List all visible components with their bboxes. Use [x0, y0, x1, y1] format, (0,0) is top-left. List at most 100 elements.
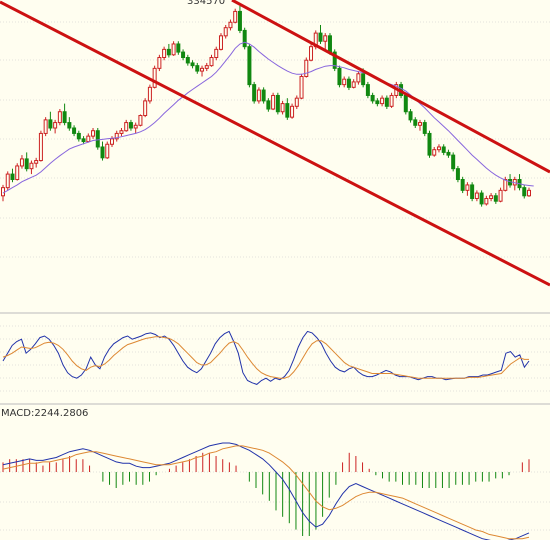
candle-up	[86, 135, 91, 143]
candle-up	[209, 57, 214, 67]
candle-up	[157, 57, 162, 69]
candle-up	[436, 146, 441, 151]
candle-up	[309, 46, 314, 61]
candle-up	[204, 65, 209, 69]
candle-up	[162, 48, 167, 59]
candle-down	[266, 100, 271, 110]
candle-down	[67, 122, 72, 129]
candle-down	[62, 111, 67, 124]
candle-down	[48, 119, 53, 129]
kd-d-line	[2, 336, 529, 379]
candle-up	[34, 160, 39, 164]
candle-up	[57, 111, 62, 124]
candle-down	[318, 32, 323, 42]
candle-up	[323, 35, 328, 42]
candle-down	[370, 94, 375, 102]
candle-up	[489, 195, 494, 199]
candle-down	[460, 179, 465, 191]
candle-down	[176, 43, 181, 53]
candle-down	[95, 130, 100, 148]
candle-up	[304, 59, 309, 77]
candle-down	[413, 119, 418, 126]
candle-up	[214, 48, 219, 59]
candle-down	[237, 10, 242, 31]
candle-down	[337, 67, 342, 86]
macd-value-label: MACD:2244.2806	[1, 408, 88, 419]
candle-up	[124, 122, 129, 132]
candle-down	[384, 97, 389, 107]
candle-up	[1, 187, 5, 197]
candle-up	[356, 73, 361, 83]
candle-down	[365, 84, 370, 96]
candle-down	[522, 187, 527, 197]
candle-up	[109, 138, 114, 145]
candle-down	[493, 195, 498, 202]
candle-down	[451, 154, 456, 170]
candle-down	[72, 127, 77, 134]
candle-up	[527, 189, 531, 197]
candle-up	[380, 97, 385, 105]
candle-down	[10, 173, 15, 181]
candle-down	[446, 151, 451, 156]
candle-up	[228, 21, 233, 29]
candle-up	[43, 119, 48, 134]
macd-histogram	[2, 452, 530, 536]
moving-average-line	[2, 41, 534, 194]
candle-down	[166, 48, 171, 56]
candle-up	[223, 27, 228, 37]
candle-up	[171, 43, 176, 56]
candle-up	[152, 67, 157, 88]
candle-down	[361, 73, 366, 86]
candle-up	[5, 173, 10, 189]
candle-up	[351, 81, 356, 88]
candle-up	[53, 122, 58, 129]
candle-up	[133, 124, 138, 129]
candle-up	[280, 103, 285, 113]
candle-up	[503, 179, 508, 191]
channel-upper-line	[231, 0, 550, 174]
candle-down	[455, 168, 460, 181]
candle-up	[29, 162, 34, 170]
candle-up	[19, 158, 24, 167]
candle-up	[218, 35, 223, 50]
candle-down	[346, 78, 351, 88]
candle-down	[252, 84, 257, 102]
candle-up	[484, 197, 489, 205]
candle-down	[128, 122, 133, 129]
candle-up	[114, 132, 119, 140]
candle-up	[256, 89, 261, 102]
candle-up	[290, 105, 295, 118]
candle-up	[465, 184, 470, 191]
candle-down	[408, 111, 413, 121]
candle-down	[181, 51, 186, 59]
candle-down	[76, 132, 81, 140]
candle-down	[247, 46, 252, 86]
candle-up	[474, 192, 479, 199]
candle-down	[100, 146, 105, 159]
candle-down	[375, 100, 380, 105]
channel-lower-line	[0, 0, 550, 287]
candle-up	[498, 189, 503, 202]
candle-up	[299, 75, 304, 99]
candle-up	[143, 100, 148, 117]
candle-down	[332, 51, 337, 69]
candle-down	[479, 192, 484, 205]
candle-up	[271, 94, 276, 110]
candle-up	[418, 122, 423, 126]
candle-down	[261, 89, 266, 102]
candle-down	[275, 94, 280, 113]
candle-up	[432, 149, 437, 156]
candle-up	[342, 78, 347, 86]
candle-down	[285, 103, 290, 118]
peak-price-label: 334570	[187, 0, 225, 7]
candle-up	[389, 94, 394, 107]
candle-up	[105, 143, 110, 159]
candle-up	[147, 86, 152, 102]
candle-down	[195, 65, 200, 72]
candle-down	[422, 122, 427, 134]
macd-dea-line	[2, 445, 530, 540]
candle-down	[441, 146, 446, 153]
candle-down	[327, 35, 332, 53]
